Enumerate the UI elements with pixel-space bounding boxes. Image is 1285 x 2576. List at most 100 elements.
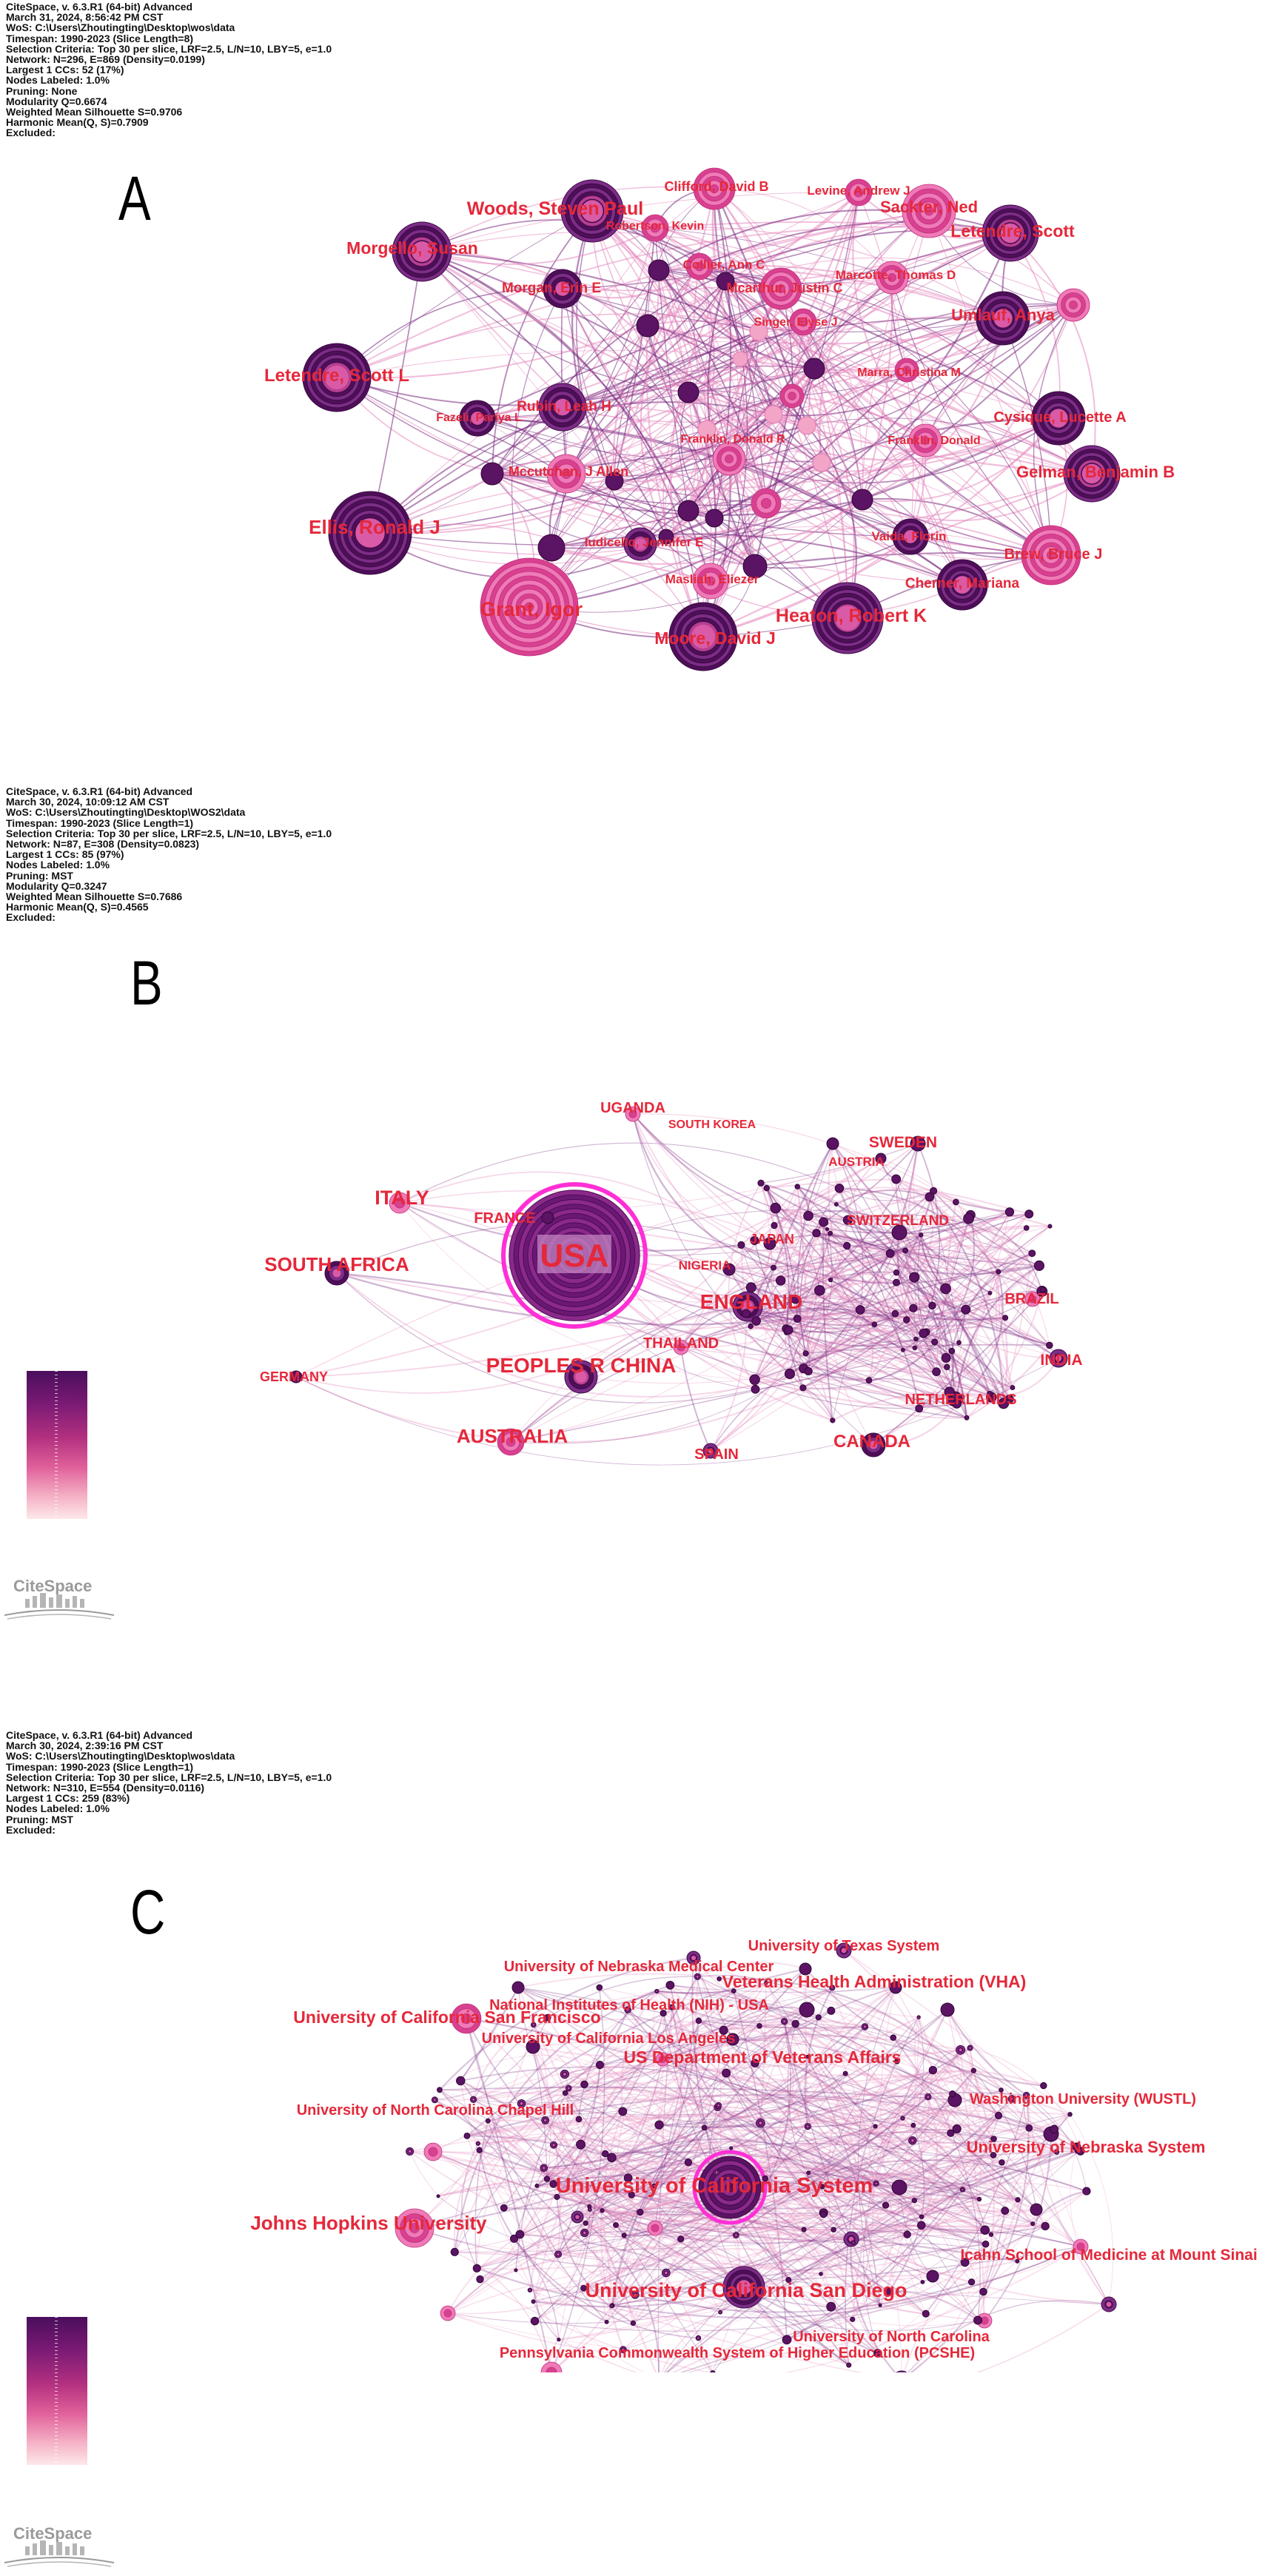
network-edge [702, 417, 1059, 638]
network-edge [551, 499, 863, 565]
network-edge [896, 1272, 968, 1418]
network-edge [896, 1212, 1030, 1274]
network-edge [913, 1211, 1010, 1309]
node-label: University of North Carolina [793, 2329, 990, 2345]
network-node [729, 2146, 734, 2150]
network-node [1101, 2296, 1117, 2312]
network-edge [852, 2150, 1078, 2320]
network-edge [466, 2136, 560, 2340]
network-edge [914, 1288, 947, 1349]
network-edge [699, 192, 859, 268]
network-node [1072, 2142, 1081, 2152]
network-edge [795, 2023, 1002, 2164]
network-edge [760, 1143, 919, 1184]
network-edge [600, 2064, 824, 2216]
node-label: SOUTH KOREA [668, 1118, 756, 1131]
network-edge [891, 277, 1052, 556]
network-edge [889, 1252, 966, 1311]
network-edge [628, 2178, 985, 2327]
network-edge [868, 1341, 936, 1381]
node-label: Brew, Bruce J [1004, 546, 1103, 563]
network-edge [880, 1158, 956, 1203]
network-edge [697, 1961, 806, 1978]
network-edge [754, 551, 1052, 568]
network-edge [747, 1306, 967, 1419]
network-edge [654, 227, 1004, 319]
network-edge [421, 251, 615, 482]
network-edge [632, 1113, 776, 1209]
network-edge [680, 1312, 748, 1349]
network-edge [515, 2087, 569, 2270]
network-edge [751, 1252, 890, 1289]
network-edge [714, 188, 848, 619]
network-edge [802, 1387, 833, 1421]
network-edge [662, 2058, 980, 2200]
network-edge [802, 1309, 967, 1389]
network-edge [825, 1204, 874, 1446]
network-edge [766, 1178, 896, 1190]
network-edge [926, 1265, 1040, 1333]
network-edge [639, 2009, 808, 2213]
network-edge [909, 1143, 925, 1334]
network-edge [845, 2073, 1019, 2201]
node-label: SWEDEN [869, 1134, 937, 1151]
network-node [916, 2221, 926, 2230]
network-edge [658, 269, 815, 370]
network-node [931, 1338, 939, 1346]
network-edge [802, 1387, 956, 1400]
network-edge [765, 2178, 927, 2315]
network-edge [654, 227, 767, 504]
network-edge [784, 2021, 876, 2184]
network-edge [847, 1218, 969, 1247]
network-edge [833, 2009, 948, 2230]
network-edge [517, 1987, 1033, 2224]
network-node [697, 420, 717, 439]
network-edge [671, 2006, 980, 2200]
network-node [731, 2184, 736, 2189]
network-edge [722, 2030, 762, 2124]
network-node [717, 1976, 722, 1982]
network-edge [519, 2026, 865, 2235]
network-edge [665, 2229, 834, 2274]
network-edge [662, 2059, 879, 2354]
network-edge [710, 1313, 748, 1452]
network-node [625, 1106, 641, 1122]
network-edge [704, 2127, 1057, 2180]
network-edge [517, 1987, 657, 2008]
network-edge [754, 1341, 935, 1386]
network-edge [839, 1187, 915, 1278]
network-edge [805, 1229, 829, 1354]
network-edge [611, 2096, 929, 2307]
network-node [873, 2349, 882, 2358]
network-edge [532, 2024, 614, 2306]
meta-line: WoS: C:\Users\Zhoutingting\Desktop\wos\d… [6, 21, 235, 34]
network-edge [589, 2205, 788, 2341]
meta-line: Timespan: 1990-2023 (Slice Length=1) [6, 816, 194, 829]
network-edge [765, 2178, 825, 2213]
network-edge [706, 232, 1011, 430]
network-edge [830, 1279, 1006, 1321]
network-edge [552, 2144, 640, 2213]
network-edge [820, 2090, 1002, 2275]
node-label: Heaton, Robert K [776, 606, 927, 626]
network-node [531, 2299, 536, 2304]
citespace-logo-b: CiteSpace [3, 1577, 114, 1621]
network-node [751, 488, 782, 519]
network-edge [503, 2127, 705, 2210]
network-edge [795, 1271, 999, 1306]
network-edge [513, 2238, 699, 2339]
network-edge [654, 2212, 824, 2237]
network-edge [990, 2128, 1055, 2235]
network-edge [830, 1196, 930, 1281]
network-node [564, 1360, 598, 1394]
network-edge [789, 1373, 957, 1405]
network-node [660, 2009, 667, 2017]
network-edge [546, 1987, 896, 2179]
network-edge [796, 1186, 804, 1319]
network-edge [847, 1158, 882, 1221]
network-edge [488, 2095, 1052, 2135]
network-node [557, 2337, 561, 2342]
network-edge [754, 2021, 785, 2064]
network-edge [823, 1221, 992, 1398]
